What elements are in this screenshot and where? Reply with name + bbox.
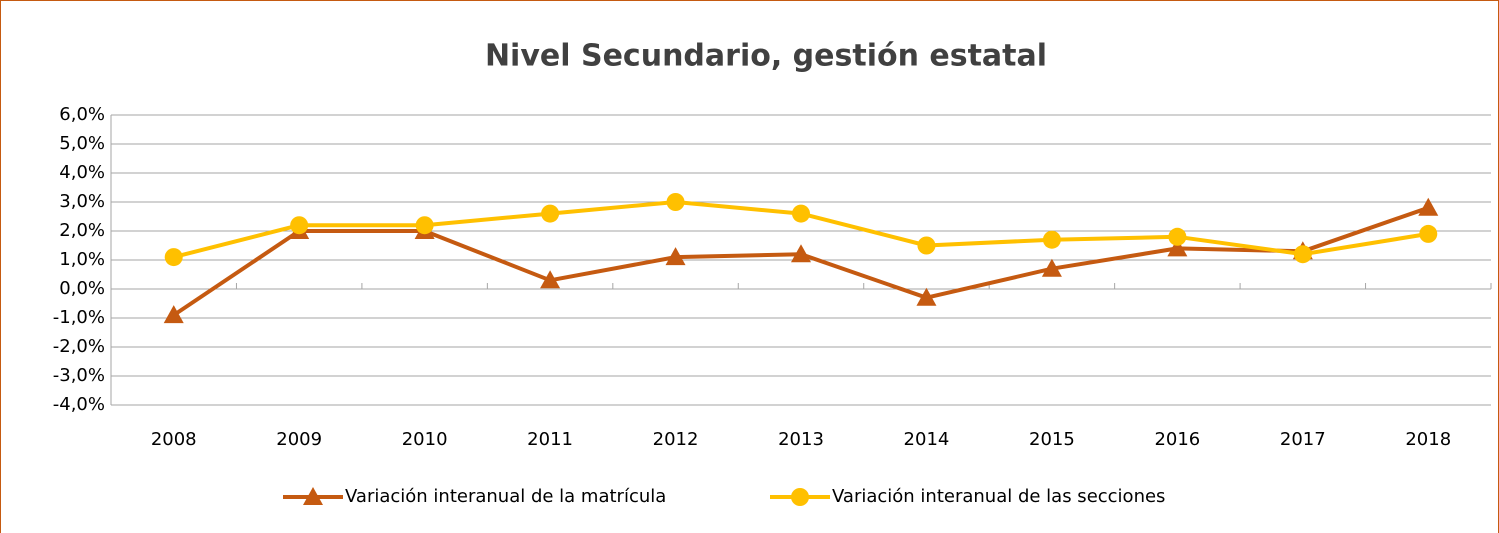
data-point — [1041, 258, 1062, 277]
y-tick-label: 6,0% — [59, 104, 105, 125]
data-point — [1418, 197, 1439, 216]
data-point — [792, 204, 810, 223]
y-tick-label: 4,0% — [59, 162, 105, 183]
x-tick-label: 2017 — [1280, 429, 1326, 450]
x-tick-label: 2016 — [1154, 429, 1200, 450]
x-tick-label: 2010 — [402, 429, 448, 450]
x-tick-label: 2018 — [1405, 429, 1451, 450]
x-tick-label: 2008 — [151, 429, 197, 450]
data-point — [1419, 224, 1438, 243]
y-tick-label: 1,0% — [59, 249, 105, 270]
x-tick-label: 2011 — [527, 429, 573, 450]
data-point — [415, 216, 434, 235]
data-point — [540, 270, 561, 289]
legend-label: Variación interanual de la matrícula — [345, 486, 666, 507]
legend-marker — [303, 487, 323, 505]
x-tick-label: 2014 — [904, 429, 950, 450]
data-point — [163, 305, 184, 324]
data-point — [1168, 227, 1187, 246]
y-tick-label: -4,0% — [53, 394, 105, 415]
x-tick-label: 2015 — [1029, 429, 1075, 450]
y-tick-label: -3,0% — [53, 365, 105, 386]
x-tick-label: 2013 — [778, 429, 824, 450]
data-point — [666, 193, 685, 211]
y-tick-label: 2,0% — [59, 220, 105, 241]
data-point — [917, 236, 936, 255]
y-tick-label: -1,0% — [53, 307, 105, 328]
data-point — [290, 216, 309, 235]
x-tick-label: 2012 — [653, 429, 699, 450]
y-tick-label: 5,0% — [59, 133, 105, 154]
y-tick-label: -2,0% — [53, 336, 105, 357]
data-point — [1293, 245, 1312, 264]
y-tick-label: 3,0% — [59, 191, 105, 212]
data-point — [916, 287, 937, 306]
data-point — [665, 247, 686, 266]
data-point — [1167, 238, 1188, 257]
legend-marker — [791, 488, 809, 506]
data-point — [164, 248, 183, 267]
chart-title: Nivel Secundario, gestión estatal — [485, 39, 1047, 74]
data-point — [791, 244, 811, 263]
data-point — [1042, 230, 1061, 249]
legend-label: Variación interanual de las secciones — [832, 486, 1165, 507]
y-tick-label: 0,0% — [59, 278, 105, 299]
data-point — [541, 204, 560, 223]
x-tick-label: 2009 — [276, 429, 322, 450]
